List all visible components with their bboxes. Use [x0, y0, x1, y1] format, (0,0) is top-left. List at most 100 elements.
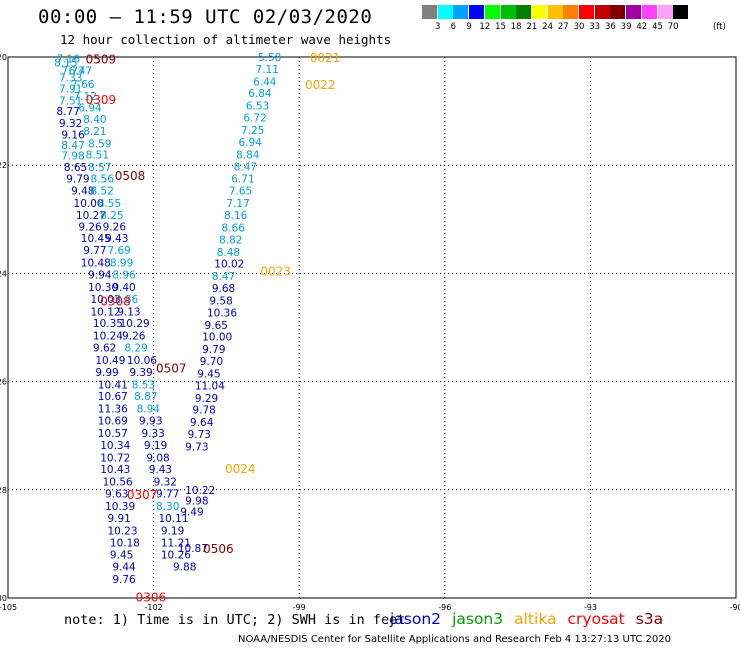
wave-height-value: 10.22 — [185, 485, 215, 497]
colorbar-tick-label: 36 — [604, 22, 616, 32]
track-id-label: 0307 — [127, 488, 158, 502]
wave-height-value: 10.67 — [98, 391, 128, 403]
track-id-label: 0021 — [310, 51, 341, 65]
wave-height-value: 9.62 — [93, 343, 116, 355]
latitude-label: -20 — [0, 53, 7, 62]
wave-height-value: 9.32 — [154, 477, 177, 489]
colorbar-swatch — [673, 5, 689, 19]
wave-height-value: 10.23 — [107, 525, 137, 537]
wave-height-value: 9.40 — [112, 282, 135, 294]
colorbar-tick-label: 30 — [573, 22, 585, 32]
latitude-label: -28 — [0, 486, 7, 495]
wave-height-value: 10.18 — [110, 537, 140, 549]
colorbar-tick-label: 27 — [557, 22, 569, 32]
wave-height-value: 10.00 — [74, 198, 104, 210]
wave-height-value: 7.33 — [59, 73, 82, 85]
wave-height-value: 10.00 — [202, 332, 232, 344]
wave-height-value: 10.02 — [214, 259, 244, 271]
track-id-label: 0507 — [156, 362, 187, 376]
wave-height-value: 9.08 — [146, 452, 169, 464]
colorbar-swatch — [641, 5, 657, 19]
wave-height-value: 8.47 — [234, 161, 257, 173]
wave-height-value: 10.48 — [81, 258, 111, 270]
wave-height-value: 9.48 — [71, 186, 94, 198]
wave-height-value: 9.98 — [185, 496, 208, 508]
wave-height-value: 9.49 — [180, 506, 203, 518]
colorbar-tick-label: 9 — [466, 22, 472, 32]
colorbar-tick-label: 24 — [542, 22, 554, 32]
map-title: 00:00 – 11:59 UTC 02/03/2020 — [38, 6, 373, 28]
wave-height-value: 10.30 — [88, 282, 118, 294]
track-id-label: 0306 — [136, 590, 167, 604]
longitude-label: -96 — [438, 603, 451, 612]
track-id-label: 0024 — [225, 462, 256, 476]
wave-height-value: 11.36 — [98, 404, 128, 416]
wave-height-value: 8.25 — [100, 210, 123, 222]
wave-height-value: 9.70 — [200, 356, 223, 368]
wave-height-value: 8.30 — [156, 501, 179, 513]
wave-height-value: 8.53 — [132, 379, 155, 391]
map-frame — [7, 56, 737, 599]
wave-height-value: 10.36 — [207, 307, 237, 319]
wave-height-value: 9.79 — [202, 344, 225, 356]
wave-height-value: 10.41 — [98, 379, 128, 391]
wave-height-value: 10.72 — [100, 452, 130, 464]
wave-height-value: 8.84 — [236, 149, 260, 161]
colorbar-swatch — [453, 5, 469, 19]
wave-height-value: 7.51 — [59, 95, 82, 107]
wave-height-value: 6.84 — [248, 88, 272, 100]
track-id-label: 0022 — [305, 78, 336, 92]
wave-height-value: 9.43 — [105, 233, 128, 245]
wave-height-value: 9.64 — [190, 417, 214, 429]
track-id-label: 0509 — [86, 53, 117, 67]
wave-height-value: 7.69 — [107, 245, 130, 257]
wave-height-value: 10.06 — [127, 355, 157, 367]
wave-height-value: 9.77 — [83, 245, 106, 257]
colorbar-tick-label: 12 — [479, 22, 491, 32]
wave-height-value: 8.66 — [222, 222, 246, 234]
credit-line: NOAA/NESDIS Center for Satellite Applica… — [238, 634, 671, 645]
track-id-label: 0308 — [100, 294, 131, 308]
legend-item-jason3: jason3 — [452, 610, 504, 628]
colorbar-swatch — [484, 5, 500, 19]
wave-height-value: 5.58 — [258, 52, 281, 64]
wave-height-value: 9.93 — [139, 416, 162, 428]
wave-height-value: 6.94 — [78, 102, 102, 114]
colorbar-swatch — [547, 5, 563, 19]
longitude-label: -102 — [145, 603, 163, 612]
colorbar-swatch — [422, 5, 437, 19]
wave-height-value: 9.29 — [195, 393, 218, 405]
wave-height-value: 8.48 — [217, 247, 240, 259]
wave-height-value: 9.19 — [144, 440, 167, 452]
wave-height-value: 9.99 — [95, 367, 118, 379]
wave-height-value: 10.56 — [103, 477, 133, 489]
wave-height-value: 9.58 — [209, 295, 232, 307]
wave-height-value: 9.68 — [212, 283, 235, 295]
wave-height-value: 8.86 — [115, 294, 139, 306]
latitude-label: -26 — [0, 378, 7, 387]
wave-height-value: 9.19 — [161, 525, 184, 537]
longitude-label: -93 — [584, 603, 597, 612]
wave-height-value: 10.45 — [81, 233, 111, 245]
wave-height-value: 9.73 — [188, 429, 211, 441]
wave-height-value: 8.55 — [98, 198, 121, 210]
colorbar-swatch — [626, 5, 642, 19]
wave-height-value: 10.27 — [76, 210, 106, 222]
colorbar-swatch — [610, 5, 626, 19]
legend-item-cryosat: cryosat — [567, 610, 625, 628]
wave-height-value: 9.39 — [129, 367, 152, 379]
colorbar-swatch — [531, 5, 547, 19]
wave-height-value: 8.21 — [83, 126, 106, 138]
wave-height-value: 6.44 — [253, 76, 277, 88]
wave-height-value: 9.16 — [61, 129, 85, 141]
colorbar-tick-label: 42 — [636, 22, 648, 32]
wave-height-value: 11.04 — [195, 380, 225, 392]
colorbar-tick-label: 21 — [526, 22, 538, 32]
wave-height-value: 6.53 — [246, 101, 269, 113]
wave-height-value: 7.65 — [229, 186, 252, 198]
track-id-label: 0508 — [115, 169, 146, 183]
wave-height-value: 10.35 — [93, 318, 123, 330]
colorbar-tick-label: 6 — [450, 22, 457, 32]
